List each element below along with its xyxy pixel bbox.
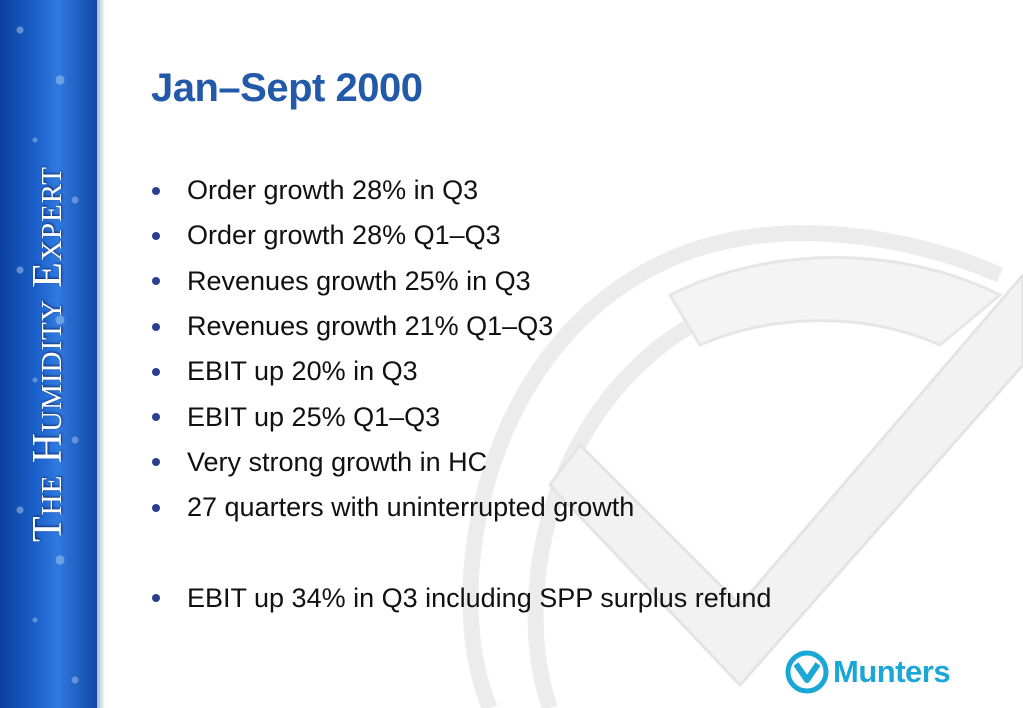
bullet-list: Order growth 28% in Q3 Order growth 28% … <box>150 168 771 621</box>
munters-logo-icon <box>785 650 829 694</box>
munters-logo: Munters <box>785 650 951 694</box>
munters-wordmark: Munters <box>833 654 951 689</box>
bullet-text: Revenues growth 21% Q1–Q3 <box>187 311 554 342</box>
bullet-item: EBIT up 25% Q1–Q3 <box>150 394 771 439</box>
bullet-text: EBIT up 20% in Q3 <box>187 356 418 387</box>
sidebar-banner: The Humidity Expert <box>0 0 97 708</box>
bullet-item: Order growth 28% Q1–Q3 <box>150 213 771 258</box>
bullet-text: Revenues growth 25% in Q3 <box>187 265 531 296</box>
bullet-item: 27 quarters with uninterrupted growth <box>150 485 771 530</box>
bullet-dot-icon <box>152 186 160 195</box>
bullet-dot-icon <box>152 231 160 240</box>
bullet-text: Very strong growth in HC <box>187 446 488 477</box>
bullet-dot-icon <box>152 503 160 512</box>
bullet-dot-icon <box>152 413 160 422</box>
bullet-text: EBIT up 25% Q1–Q3 <box>187 401 441 432</box>
bullet-text: 27 quarters with uninterrupted growth <box>187 492 635 523</box>
sidebar-shadow <box>97 0 105 708</box>
bullet-item: Revenues growth 21% Q1–Q3 <box>150 304 771 349</box>
bullet-item: EBIT up 20% in Q3 <box>150 349 771 394</box>
bullet-dot-icon <box>152 594 160 603</box>
sidebar-tagline: The Humidity Expert <box>25 165 71 543</box>
bullet-dot-icon <box>152 277 160 286</box>
bullet-text: EBIT up 34% in Q3 including SPP surplus … <box>187 582 772 613</box>
bullet-item: Order growth 28% in Q3 <box>150 168 771 213</box>
bullet-item: Very strong growth in HC <box>150 440 771 485</box>
bullet-dot-icon <box>152 367 160 376</box>
bullet-dot-icon <box>152 458 160 467</box>
bullet-text: Order growth 28% Q1–Q3 <box>187 220 501 251</box>
bullet-item-highlight: EBIT up 34% in Q3 including SPP surplus … <box>150 575 771 620</box>
bullet-item: Revenues growth 25% in Q3 <box>150 259 771 304</box>
bullet-text: Order growth 28% in Q3 <box>187 175 479 206</box>
bullet-dot-icon <box>152 322 160 331</box>
checkmark-watermark-icon <box>462 225 1023 708</box>
slide-title: Jan–Sept 2000 <box>151 66 423 110</box>
